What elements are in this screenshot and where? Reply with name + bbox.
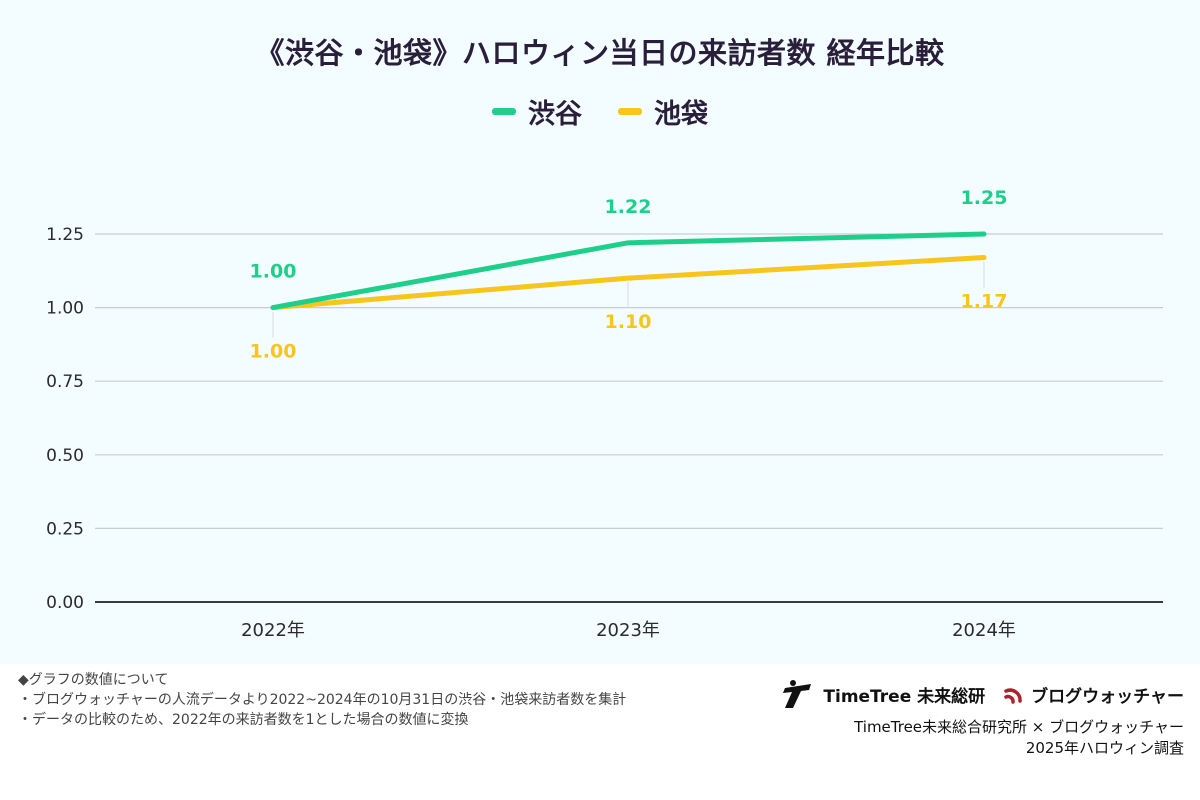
legend-label-ikebukuro: 池袋 — [654, 99, 708, 130]
chart-panel: 《渋谷・池袋》ハロウィン当日の来訪者数 経年比較 渋谷 池袋 0.00 0.25 0… — [0, 0, 1200, 664]
x-tick-label: 2023年 — [596, 620, 660, 641]
credits: TimeTree 未来総研 ブログウォッチャー TimeTree未来総合研究所 … — [744, 676, 1184, 758]
timetree-logo-text: TimeTree 未来総研 — [823, 686, 986, 707]
logo-row: TimeTree 未来総研 ブログウォッチャー — [744, 676, 1184, 712]
notes: ◆グラフの数値について ・ブログウォッチャーの人流データより2022~2024年… — [18, 670, 626, 730]
blogwatcher-logo-icon — [1004, 688, 1022, 704]
y-tick-label: 1.00 — [46, 299, 84, 319]
credit-line-2: 2025年ハロウィン調査 — [1025, 739, 1184, 757]
y-tick-label: 0.75 — [46, 372, 84, 392]
series-line-shibuya — [270, 231, 987, 311]
legend-item-ikebukuro: 池袋 — [618, 92, 708, 131]
legend-swatch-ikebukuro — [618, 108, 642, 115]
data-label-shibuya: 1.25 — [961, 187, 1008, 209]
data-label-shibuya: 1.00 — [250, 261, 297, 283]
x-tick-label: 2024年 — [952, 620, 1016, 641]
credit-line-1: TimeTree未来総合研究所 × ブログウォッチャー — [854, 718, 1184, 736]
legend-swatch-shibuya — [492, 108, 516, 115]
data-label-ikebukuro: 1.10 — [605, 311, 652, 333]
legend-item-shibuya: 渋谷 — [492, 92, 582, 131]
data-label-ikebukuro: 1.00 — [250, 341, 297, 363]
blogwatcher-logo: ブログウォッチャー — [1003, 682, 1184, 707]
legend-label-shibuya: 渋谷 — [528, 99, 582, 130]
series-line-ikebukuro — [270, 255, 987, 311]
data-label-shibuya: 1.22 — [605, 196, 652, 218]
notes-line-1: ・ブログウォッチャーの人流データより2022~2024年の10月31日の渋谷・池… — [18, 692, 627, 708]
notes-line-2: ・データの比較のため、2022年の来訪者数を1とした場合の数値に変換 — [18, 712, 469, 728]
chart-title: 《渋谷・池袋》ハロウィン当日の来訪者数 経年比較 — [255, 36, 945, 70]
y-tick-label: 0.00 — [46, 593, 84, 613]
y-tick-label: 0.50 — [46, 446, 84, 466]
line-chart: 0.00 0.25 0.50 0.75 1.00 1.25 2022年 2023年 2024年 1… — [46, 187, 1163, 641]
y-tick-label: 0.25 — [46, 519, 84, 539]
timetree-logo: TimeTree 未来総研 — [779, 678, 985, 710]
data-label-ikebukuro: 1.17 — [961, 291, 1008, 313]
timetree-logo-icon — [783, 680, 812, 708]
blogwatcher-logo-text: ブログウォッチャー — [1031, 686, 1184, 707]
x-tick-label: 2022年 — [241, 620, 305, 641]
notes-heading: ◆グラフの数値について — [18, 672, 169, 688]
y-tick-label: 1.25 — [46, 225, 84, 245]
legend: 渋谷 池袋 — [0, 92, 1200, 131]
